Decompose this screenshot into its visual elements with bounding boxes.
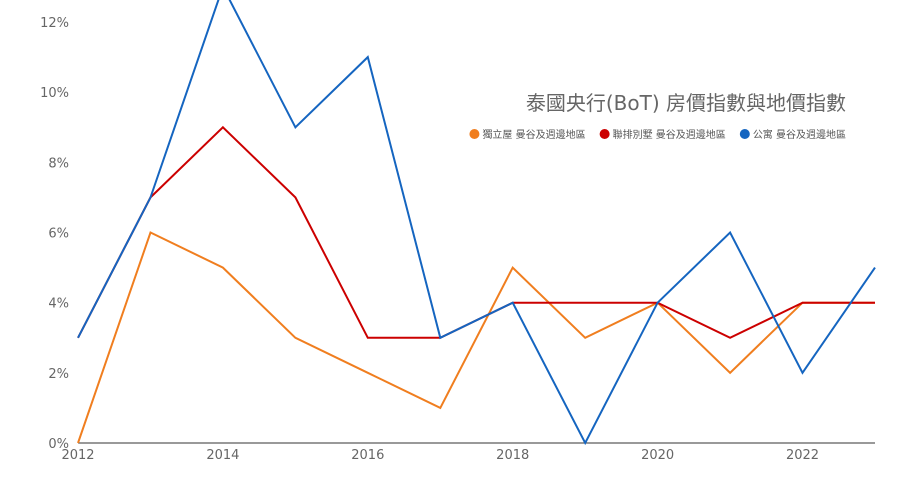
chart-title: 泰國央行(BoT) 房價指數與地價指數 xyxy=(526,91,846,115)
x-tick-label: 2014 xyxy=(206,448,239,463)
legend-label: 獨立屋 曼谷及週邊地區 xyxy=(482,128,585,141)
legend-item: 獨立屋 曼谷及週邊地區 xyxy=(469,128,586,141)
series-line xyxy=(77,0,876,446)
legend-label: 聯排別墅 曼谷及週邊地區 xyxy=(613,128,726,141)
series-lines xyxy=(77,0,876,446)
legend-item: 公寓 曼谷及週邊地區 xyxy=(739,128,846,141)
y-tick-label: 8% xyxy=(48,156,69,171)
series-line xyxy=(77,125,875,339)
y-tick-label: 2% xyxy=(48,367,69,382)
x-axis-ticks: 2012 2014 2016 2018 2020 2022 xyxy=(61,448,819,463)
x-tick-label: 2022 xyxy=(786,448,819,463)
y-axis-ticks: 0% 2% 4% 6% 8% 10% 12% xyxy=(40,16,69,452)
y-tick-label: 6% xyxy=(48,227,69,242)
x-tick-label: 2020 xyxy=(641,448,674,463)
series-line xyxy=(77,231,875,444)
y-tick-label: 12% xyxy=(40,16,69,31)
legend: 獨立屋 曼谷及週邊地區 聯排別墅 曼谷及週邊地區 公寓 曼谷及週邊地區 xyxy=(469,128,846,141)
x-tick-label: 2016 xyxy=(351,448,384,463)
legend-marker xyxy=(739,129,750,139)
y-tick-label: 0% xyxy=(48,437,69,452)
y-tick-label: 10% xyxy=(40,86,69,101)
legend-marker xyxy=(599,129,610,139)
legend-marker xyxy=(469,129,480,139)
x-tick-label: 2012 xyxy=(61,448,94,463)
x-tick-label: 2018 xyxy=(496,448,529,463)
y-tick-label: 4% xyxy=(48,297,69,312)
legend-item: 聯排別墅 曼谷及週邊地區 xyxy=(599,128,726,141)
legend-label: 公寓 曼谷及週邊地區 xyxy=(753,128,846,141)
